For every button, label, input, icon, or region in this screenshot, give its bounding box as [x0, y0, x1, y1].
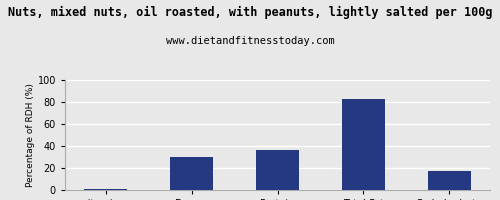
Text: Nuts, mixed nuts, oil roasted, with peanuts, lightly salted per 100g: Nuts, mixed nuts, oil roasted, with pean…	[8, 6, 492, 19]
Y-axis label: Percentage of RDH (%): Percentage of RDH (%)	[26, 83, 35, 187]
Text: www.dietandfitnesstoday.com: www.dietandfitnesstoday.com	[166, 36, 334, 46]
Bar	[84, 189, 127, 190]
Bar	[256, 150, 299, 190]
Bar	[342, 99, 385, 190]
Bar	[170, 157, 213, 190]
Bar	[428, 171, 470, 190]
